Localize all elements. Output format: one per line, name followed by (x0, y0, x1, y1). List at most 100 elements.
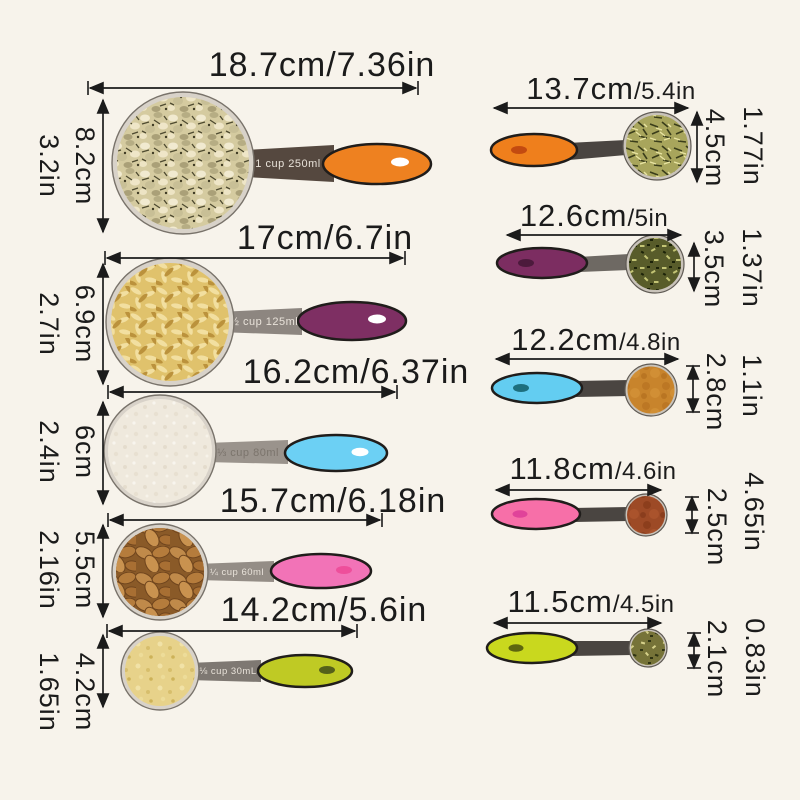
spoon-5 (485, 628, 668, 668)
dim-cup-2-diameter: 6.9cm 2.7in (34, 262, 110, 386)
dim-spoon-4-length: 11.8cm/4.6in (494, 451, 676, 497)
dim-spoon-1-diameter-in: 1.77in (738, 106, 768, 186)
cup-4-hang-hole (336, 566, 352, 574)
dim-cup-1-length: 18.7cm/7.36in (87, 46, 436, 95)
dim-cup-4-diameter-cm: 5.5cm (70, 531, 100, 610)
dim-cup-2-length-label: 17cm/6.7in (237, 219, 413, 257)
dim-spoon-5-diameter: 2.1cm 0.83in (687, 618, 770, 698)
dim-spoon-1-length-label: 13.7cm/5.4in (526, 71, 695, 106)
cup-3-grip (283, 433, 389, 473)
dim-cup-5-length: 14.2cm/5.6in (106, 591, 428, 638)
dim-spoon-1-diameter: 4.5cm 1.77in (690, 106, 768, 188)
spoon-1 (489, 111, 692, 181)
dim-cup-4-length: 15.7cm/6.18in (107, 482, 447, 527)
cup-1-food-texture (117, 97, 249, 229)
spoon-4-food-texture (627, 496, 665, 534)
spoon-2-grip (495, 246, 589, 280)
dim-cup-3-diameter-cm: 6cm (70, 425, 100, 479)
cup-5: ⅛ cup 30mL (120, 631, 354, 711)
spoon-2 (495, 234, 685, 294)
spoon-4-grip (490, 497, 582, 531)
spoon-3 (490, 363, 678, 417)
dim-cup-5-diameter-in: 1.65in (34, 652, 64, 732)
spoon-5-hang-hole (508, 644, 524, 652)
dim-spoon-3-length-label: 12.2cm/4.8in (511, 322, 680, 357)
dim-spoon-1-length: 13.7cm/5.4in (492, 71, 695, 115)
dim-spoon-3-length: 12.2cm/4.8in (494, 322, 680, 366)
spoon-1-hang-hole (511, 146, 527, 154)
dim-spoon-5-diameter-cm: 2.1cm (702, 620, 732, 699)
cup-5-grip (256, 653, 354, 689)
cup-2-grip (296, 300, 408, 342)
dim-spoon-4-diameter-cm: 2.5cm (702, 488, 732, 567)
spoon-4 (490, 493, 668, 537)
dim-spoon-4-diameter: 2.5cm 4.65in (685, 472, 769, 566)
dim-spoon-2-diameter: 3.5cm 1.37in (687, 228, 767, 309)
dim-cup-1-length-label: 18.7cm/7.36in (209, 46, 436, 84)
cup-5-hang-hole (319, 666, 335, 674)
dim-cup-5-length-label: 14.2cm/5.6in (221, 591, 428, 629)
spoon-4-hang-hole (512, 510, 528, 518)
cup-1: 1 cup 250ml (111, 91, 433, 235)
dim-cup-5-diameter: 4.2cm 1.65in (34, 633, 110, 732)
spoon-4-stem (572, 507, 629, 522)
cup-3-hang-hole (351, 447, 369, 457)
dim-cup-3-length: 16.2cm/6.37in (107, 353, 470, 399)
cup-1-grip (321, 142, 433, 186)
dim-cup-1-diameter-in: 3.2in (34, 134, 64, 198)
cup-5-food-texture (125, 636, 195, 706)
dim-cup-5-diameter-cm: 4.2cm (70, 653, 100, 732)
spoon-2-hang-hole (518, 259, 534, 267)
dim-spoon-4-length-label: 11.8cm/4.6in (509, 451, 676, 486)
dim-cup-1-diameter-cm: 8.2cm (70, 127, 100, 206)
dim-spoon-4-diameter-in: 4.65in (739, 472, 769, 552)
dim-spoon-2-diameter-cm: 3.5cm (699, 230, 729, 309)
dim-cup-3-diameter-in: 2.4in (34, 420, 64, 484)
cup-2: ½ cup 125ml (105, 257, 408, 387)
cup-2-stem (218, 308, 302, 335)
dim-cup-4-diameter-in: 2.16in (34, 530, 64, 610)
spoon-3-grip (490, 371, 584, 405)
dim-cup-4-length-label: 15.7cm/6.18in (220, 482, 447, 520)
dim-spoon-3-diameter-in: 1.1in (737, 354, 767, 418)
cup-3: ⅓ cup 80ml (103, 394, 389, 508)
dim-cup-2-length: 17cm/6.7in (104, 219, 413, 265)
cup-4: ¼ cup 60ml (111, 523, 373, 621)
dim-spoon-1-diameter-cm: 4.5cm (700, 109, 730, 188)
dim-spoon-5-diameter-in: 0.83in (740, 618, 770, 698)
dim-cup-2-diameter-cm: 6.9cm (70, 285, 100, 364)
cup-3-stem (205, 440, 288, 464)
cup-5-stem (188, 660, 261, 682)
cup-4-capacity-label: ¼ cup 60ml (210, 567, 264, 578)
dim-spoon-3-diameter: 2.8cm 1.1in (686, 353, 767, 432)
spoon-3-food-texture (627, 366, 675, 414)
cup-2-hang-hole (368, 314, 386, 324)
spoon-1-grip (489, 132, 579, 168)
dim-spoon-2-diameter-in: 1.37in (737, 228, 767, 308)
dim-spoon-3-diameter-cm: 2.8cm (701, 353, 731, 432)
cup-5-capacity-label: ⅛ cup 30mL (199, 666, 256, 677)
spoon-2-stem (578, 254, 629, 272)
cup-3-capacity-label: ⅓ cup 80ml (217, 447, 279, 459)
spoon-1-stem (567, 140, 626, 160)
dim-spoon-2-length: 12.6cm/5in (505, 198, 683, 242)
cup-2-capacity-label: ½ cup 125ml (230, 316, 298, 328)
cup-2-food-texture (111, 263, 229, 381)
spoon-5-food-texture (631, 631, 665, 665)
spoon-3-hang-hole (513, 384, 529, 392)
dim-spoon-5-length: 11.5cm/4.5in (492, 584, 674, 630)
cup-1-stem (245, 145, 334, 182)
cup-1-capacity-label: 1 cup 250ml (255, 158, 320, 170)
spoon-2-food-texture (629, 238, 681, 290)
cup-1-hang-hole (391, 157, 409, 167)
dim-cup-2-diameter-in: 2.7in (34, 292, 64, 356)
spoon-5-stem (568, 641, 633, 656)
dim-cup-3-length-label: 16.2cm/6.37in (243, 353, 470, 391)
cup-3-food-texture (108, 399, 212, 503)
dim-cup-3-diameter: 6cm 2.4in (34, 400, 110, 506)
spoon-1-food-texture (626, 115, 688, 177)
dim-cup-1-diameter: 8.2cm 3.2in (34, 98, 110, 234)
dim-spoon-5-length-label: 11.5cm/4.5in (507, 584, 674, 619)
